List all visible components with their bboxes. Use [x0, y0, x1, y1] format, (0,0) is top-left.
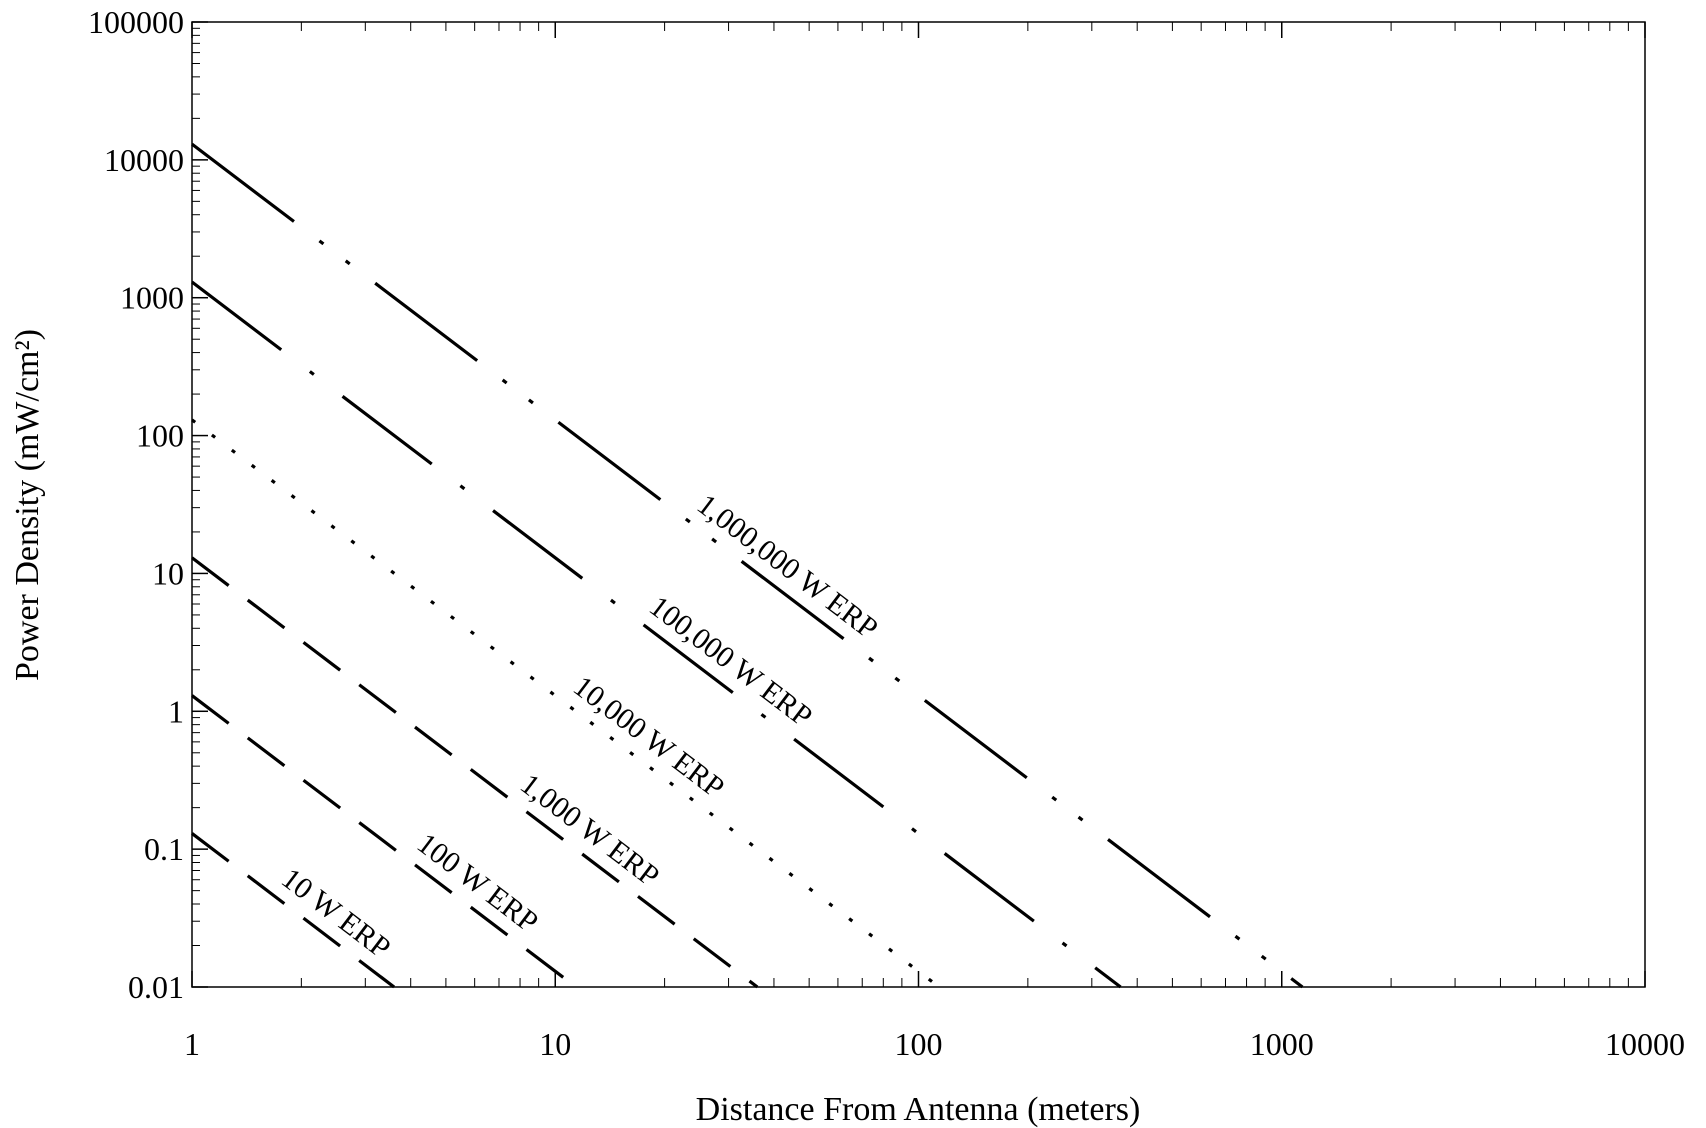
series-line — [191, 280, 1122, 989]
minor-ticks — [192, 22, 1629, 987]
series-line — [191, 142, 1304, 989]
y-tick-label: 100 — [136, 418, 184, 454]
series-label: 1,000,000 W ERP — [691, 488, 884, 646]
y-tick-label: 0.01 — [128, 969, 184, 1005]
major-ticks — [191, 21, 1646, 988]
y-tick-label: 10000 — [104, 142, 184, 178]
series-label: 1,000 W ERP — [514, 767, 665, 893]
x-tick-label: 10 — [539, 1026, 571, 1062]
series-line — [191, 832, 396, 989]
series-lines — [191, 142, 1304, 989]
y-axis-title: Power Density (mW/cm²) — [9, 329, 46, 681]
series-label: 10,000 W ERP — [567, 670, 730, 805]
x-tick-label: 100 — [895, 1026, 943, 1062]
series-line — [191, 694, 577, 989]
x-tick-label: 1000 — [1250, 1026, 1314, 1062]
series-label: 100 W ERP — [411, 827, 544, 939]
series-label: 10 W ERP — [275, 862, 396, 965]
series-label: 100,000 W ERP — [643, 589, 818, 733]
x-axis-title: Distance From Antenna (meters) — [696, 1091, 1141, 1128]
x-tick-label: 1 — [184, 1026, 200, 1062]
y-tick-label: 1 — [168, 693, 184, 729]
y-tick-label: 100000 — [88, 4, 184, 40]
y-tick-label: 10 — [152, 555, 184, 591]
series-line — [191, 556, 759, 989]
y-tick-labels: 0.01 0.1 1 10 100 1000 10000 100000 — [88, 4, 184, 1005]
plot-frame — [191, 21, 1646, 988]
y-tick-label: 0.1 — [144, 831, 184, 867]
x-tick-label: 10000 — [1605, 1026, 1685, 1062]
y-tick-label: 1000 — [120, 280, 184, 316]
x-tick-labels: 1 10 100 1000 10000 — [184, 1026, 1685, 1062]
